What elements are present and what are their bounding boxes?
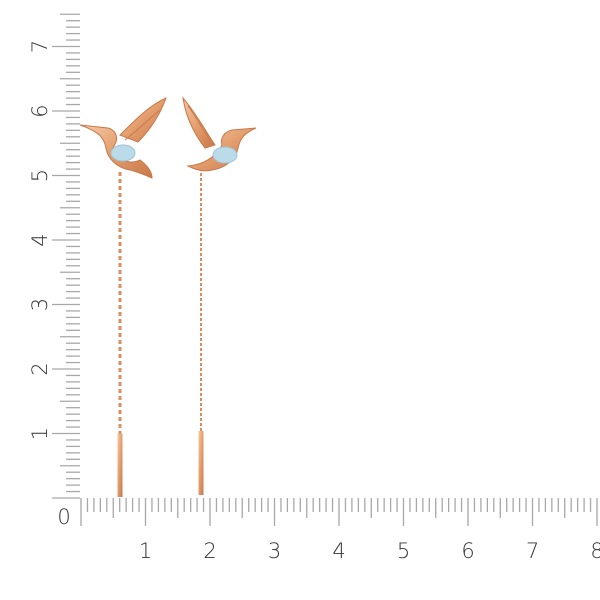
- x-label: 8: [590, 539, 600, 563]
- y-label: 5: [28, 169, 52, 182]
- y-label: 7: [28, 40, 52, 53]
- x-label: 4: [332, 539, 345, 563]
- y-label: 4: [28, 233, 52, 246]
- left-topaz: [110, 144, 136, 162]
- y-label: 3: [28, 298, 52, 311]
- right-topaz: [212, 146, 238, 164]
- x-label: 7: [526, 539, 539, 563]
- left-bar: [117, 434, 123, 497]
- right-hummingbird: [182, 96, 257, 172]
- x-label: 6: [461, 539, 474, 563]
- right-earring: [182, 96, 257, 495]
- left-hummingbird: [79, 97, 167, 179]
- x-label: 2: [203, 539, 216, 563]
- left-earring: [79, 97, 167, 497]
- x-label: 1: [139, 539, 152, 563]
- y-label: 2: [28, 362, 52, 375]
- right-bar: [198, 431, 204, 495]
- y-label: 6: [28, 104, 52, 117]
- x-label: 5: [397, 539, 410, 563]
- x-label: 0: [57, 505, 70, 529]
- y-label: 1: [28, 427, 52, 440]
- x-label: 3: [268, 539, 281, 563]
